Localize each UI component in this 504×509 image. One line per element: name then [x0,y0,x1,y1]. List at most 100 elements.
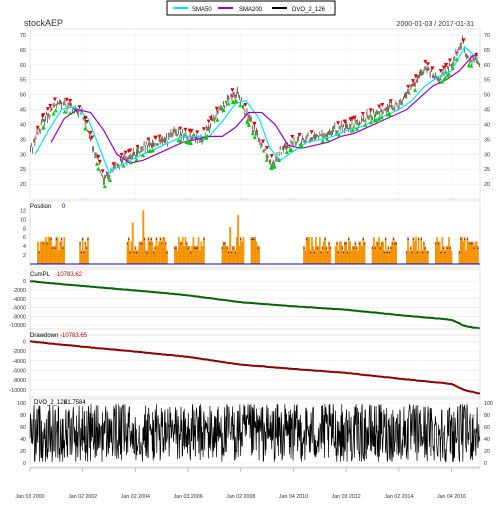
position-marker [161,243,163,245]
position-spike [142,210,145,265]
candle-body [249,118,251,121]
position-marker [61,238,63,240]
candle-body [45,118,47,120]
position-bar [448,237,450,265]
position-bar [149,241,151,265]
cumpl-ytick-label: -6000 [12,306,26,312]
sell-signal [438,69,443,74]
candle-body [430,69,432,72]
candle-body [95,155,97,157]
sell-signal [448,58,453,63]
position-marker [150,238,152,240]
drawdown-value: -10783.65 [60,333,88,339]
candle-body [452,63,454,66]
position-bar [473,246,475,265]
candle-body [432,73,434,76]
position-marker [387,247,389,249]
candle-body [253,125,255,128]
candle-body [338,126,340,128]
sell-signal [189,129,194,134]
position-marker [392,238,395,240]
position-marker [147,238,150,240]
position-bar [412,237,415,265]
position-bar [56,237,59,265]
sell-signal [84,120,89,125]
candle-body [176,134,178,136]
position-marker [354,243,356,245]
candle-body [170,132,172,134]
position-marker [325,247,327,249]
candle-body [306,136,308,137]
candle-body [235,94,237,97]
candle-body [171,135,173,136]
price-ytick-label-right: 25 [484,167,490,173]
position-bar [358,241,361,265]
position-bar [303,246,305,265]
price-ytick-label-left: 25 [20,167,26,173]
position-bar [374,246,376,265]
position-marker [341,247,343,249]
candle-body [128,156,130,158]
position-marker [424,247,426,249]
candle-body [93,148,95,151]
buy-signal [413,87,418,92]
position-bar [415,237,417,265]
chart-title: stockAEP [24,18,63,28]
candle-body [335,131,337,135]
candle-body [66,107,68,111]
candle-body [477,61,479,63]
position-bar [197,237,200,265]
candle-body [453,59,455,63]
position-marker [38,252,40,254]
date-range: 2000-01-03 / 2017-01-31 [397,21,475,28]
candle-body [85,127,87,130]
position-bar [311,237,313,265]
position-bar [363,241,366,265]
panel-drawdown: Drawdown -10783.65 0 -2000 -4000 -6000 -8000… [10,328,481,400]
dvo-ytick-label-left: 40 [20,437,26,443]
candle-body [444,69,446,72]
position-bar [62,246,64,265]
x-tick-label: Jan 02 2008 [226,494,255,500]
buy-signal [337,133,342,138]
position-marker [383,252,385,254]
position-marker [187,247,189,249]
buy-signal [245,120,250,125]
position-marker [196,247,198,249]
candle-body [407,92,409,94]
position-bar [79,241,81,265]
position-bar [315,237,317,265]
position-marker [412,238,414,240]
buy-signal [41,125,46,130]
candle-body [53,105,55,106]
candle-body [337,131,339,133]
sell-signal [97,159,102,164]
dvo-value: 21.7584 [64,400,86,406]
position-marker [154,247,156,249]
candle-body [471,62,473,64]
candle-body [440,78,442,80]
legend-box [166,0,336,16]
x-tick-label: Jan 03 2012 [332,494,361,500]
candle-body [214,118,216,120]
candle-body [228,98,230,101]
position-marker [389,252,391,254]
candle-body [456,52,458,55]
position-marker [234,252,237,254]
drawdown-line [29,340,481,395]
position-bar [376,241,379,265]
position-bar [345,241,347,265]
buy-signal [176,138,181,143]
position-marker [86,247,88,249]
candle-body [410,86,412,89]
candle-body [219,107,221,109]
candle-body [46,114,48,115]
candle-body [382,112,384,113]
candle-body [206,127,208,129]
candle-body [463,49,465,52]
sell-signal [380,103,385,108]
position-marker [306,238,308,240]
drawdown-ytick-label: 0 [23,339,26,345]
buy-signal [272,164,277,169]
